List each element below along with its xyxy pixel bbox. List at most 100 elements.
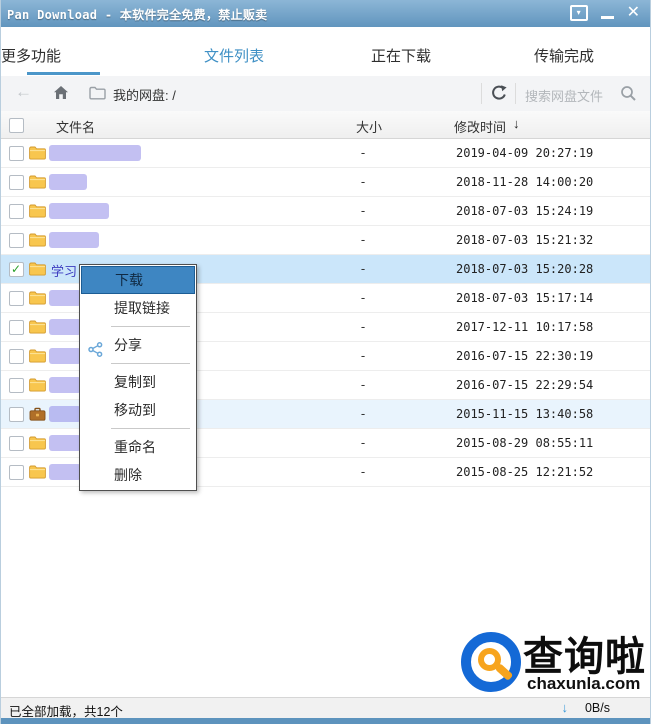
folder-icon — [29, 233, 46, 247]
folder-icon — [29, 175, 46, 189]
file-modified-time: 2017-12-11 10:17:58 — [456, 320, 594, 334]
context-menu-item-label: 分享 — [114, 337, 142, 353]
folder-icon — [29, 436, 46, 450]
file-size: - — [360, 406, 366, 421]
redacted-file-name — [49, 174, 87, 190]
file-size: - — [360, 435, 366, 450]
context-menu-item-label: 下载 — [115, 272, 143, 288]
select-all-checkbox[interactable] — [9, 118, 24, 133]
menu-separator — [111, 363, 190, 364]
file-modified-time: 2018-07-03 15:17:14 — [456, 291, 594, 305]
breadcrumb[interactable]: 我的网盘: / — [113, 88, 176, 103]
folder-icon — [29, 204, 46, 218]
row-checkbox[interactable] — [9, 465, 24, 480]
context-menu: 下载 提取链接 分享 复制到 移动到 重命名 删除 — [79, 264, 197, 491]
back-icon[interactable]: ← — [15, 82, 32, 101]
new-folder-icon[interactable] — [89, 86, 106, 105]
row-checkbox[interactable] — [9, 320, 24, 335]
file-size: - — [360, 261, 366, 276]
folder-icon — [29, 378, 46, 392]
column-header-size[interactable]: 大小 — [356, 120, 383, 135]
file-size: - — [360, 145, 366, 160]
file-size: - — [360, 232, 366, 247]
tab-bar: 文件列表 正在下载 传输完成 更多功能 — [1, 27, 650, 77]
folder-icon — [29, 465, 46, 479]
file-modified-time: 2018-07-03 15:20:28 — [456, 262, 594, 276]
refresh-icon[interactable] — [490, 84, 508, 107]
redacted-file-name — [49, 203, 109, 219]
titlebar: Pan Download - 本软件完全免费，禁止贩卖 ▾ ✕ — [1, 0, 650, 28]
file-modified-time: 2016-07-15 22:29:54 — [456, 378, 594, 392]
context-menu-item[interactable]: 下载 — [81, 266, 195, 294]
menu-separator — [111, 326, 190, 327]
file-size: - — [360, 348, 366, 363]
file-name: 学习 — [51, 264, 78, 279]
sort-descending-icon[interactable]: ↓ — [513, 116, 520, 131]
file-modified-time: 2015-08-29 08:55:11 — [456, 436, 594, 450]
column-header-name[interactable]: 文件名 — [56, 120, 96, 135]
redacted-file-name — [49, 290, 81, 306]
row-checkbox[interactable] — [9, 204, 24, 219]
context-menu-item[interactable]: 移动到 — [81, 396, 195, 424]
toolbar: ← 我的网盘: / 搜索网盘文件 — [1, 76, 650, 112]
menu-separator — [111, 428, 190, 429]
table-row[interactable]: - 2018-07-03 15:24:19 — [1, 197, 650, 226]
row-checkbox[interactable] — [9, 262, 24, 277]
redacted-file-name — [49, 435, 81, 451]
row-checkbox[interactable] — [9, 291, 24, 306]
status-bar: 已全部加载，共12个 ↓ 0B/s — [1, 697, 650, 719]
row-checkbox[interactable] — [9, 407, 24, 422]
active-tab-underline — [27, 72, 100, 75]
tray-button[interactable]: ▾ — [569, 5, 588, 21]
context-menu-item-label: 提取链接 — [114, 300, 170, 316]
row-checkbox[interactable] — [9, 349, 24, 364]
watermark-logo-icon — [461, 632, 521, 692]
folder-icon — [29, 320, 46, 334]
search-icon[interactable] — [620, 85, 637, 107]
close-button[interactable]: ✕ — [626, 3, 640, 21]
context-menu-item[interactable]: 重命名 — [81, 433, 195, 461]
redacted-file-name — [49, 348, 81, 364]
folder-icon — [29, 262, 46, 276]
row-checkbox[interactable] — [9, 378, 24, 393]
tab-3[interactable]: 传输完成 — [534, 48, 595, 65]
home-icon[interactable] — [53, 85, 69, 105]
folder-icon — [29, 146, 46, 160]
context-menu-item[interactable]: 删除 — [81, 461, 195, 489]
column-header-modified[interactable]: 修改时间 — [454, 120, 507, 135]
context-menu-item[interactable]: 提取链接 — [81, 294, 195, 322]
table-row[interactable]: - 2018-11-28 14:00:20 — [1, 168, 650, 197]
context-menu-item-label: 删除 — [114, 467, 142, 483]
file-modified-time: 2018-07-03 15:24:19 — [456, 204, 594, 218]
file-modified-time: 2016-07-15 22:30:19 — [456, 349, 594, 363]
table-row[interactable]: - 2019-04-09 20:27:19 — [1, 139, 650, 168]
window-controls: ▾ ✕ — [569, 3, 640, 21]
tab-4[interactable]: 更多功能 — [1, 48, 62, 65]
context-menu-item-label: 移动到 — [114, 402, 156, 418]
table-row[interactable]: - 2018-07-03 15:21:32 — [1, 226, 650, 255]
search-input[interactable]: 搜索网盘文件 — [523, 85, 643, 104]
folder-icon — [29, 349, 46, 363]
share-icon — [88, 338, 103, 366]
context-menu-item[interactable]: 复制到 — [81, 368, 195, 396]
file-modified-time: 2018-11-28 14:00:20 — [456, 175, 594, 189]
minimize-button[interactable] — [600, 7, 614, 19]
row-checkbox[interactable] — [9, 436, 24, 451]
file-modified-time: 2019-04-09 20:27:19 — [456, 146, 594, 160]
table-header: 文件名 大小 修改时间 ↓ — [1, 111, 650, 139]
file-size: - — [360, 174, 366, 189]
download-speed-value: 0B/s — [584, 701, 610, 715]
row-checkbox[interactable] — [9, 175, 24, 190]
context-menu-item[interactable]: 分享 — [81, 331, 195, 359]
context-menu-item-label: 复制到 — [114, 374, 156, 390]
file-modified-time: 2015-11-15 13:40:58 — [456, 407, 594, 421]
row-checkbox[interactable] — [9, 233, 24, 248]
watermark-brand: 查询啦 — [523, 635, 646, 679]
watermark-domain: chaxunla.com — [527, 674, 641, 693]
tab-2[interactable]: 正在下载 — [371, 48, 432, 65]
tab-1[interactable]: 文件列表 — [204, 48, 265, 65]
minimize-icon — [600, 16, 614, 19]
row-checkbox[interactable] — [9, 146, 24, 161]
file-size: - — [360, 464, 366, 479]
